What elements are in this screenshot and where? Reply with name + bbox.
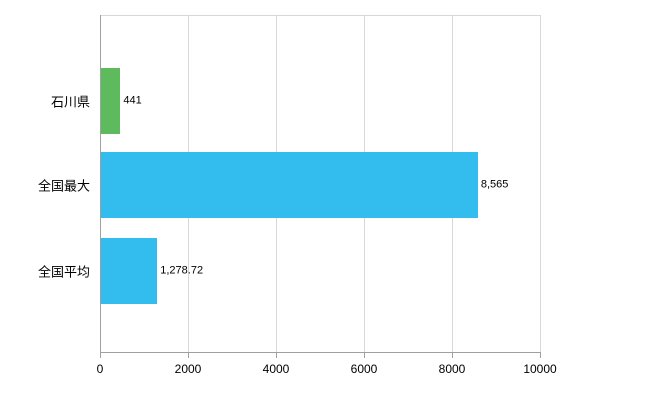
axis-tick	[276, 352, 277, 358]
gridline	[540, 15, 541, 352]
category-label: 全国最大	[37, 178, 90, 194]
bar-2	[101, 152, 478, 219]
bar-value-label: 441	[123, 94, 142, 107]
axis-tick-label: 4000	[262, 362, 290, 376]
axis-tick-label: 10000	[523, 362, 557, 376]
axis-tick	[540, 352, 541, 358]
axis-tick	[100, 352, 101, 358]
bar-value-label: 8,565	[480, 178, 509, 191]
plot-area: 441 8,565 1,278.72	[100, 15, 541, 352]
bar-3	[101, 238, 158, 305]
plot-top-border	[100, 15, 540, 16]
axis-tick-label: 0	[96, 362, 104, 376]
axis-tick	[452, 352, 453, 358]
category-label: 石川県	[50, 94, 90, 110]
axis-tick-label: 2000	[174, 362, 202, 376]
axis-tick-label: 6000	[350, 362, 378, 376]
bar-1	[101, 67, 121, 134]
x-axis-line	[100, 352, 541, 353]
y-axis-line	[100, 15, 101, 352]
category-labels: 石川県全国最大全国平均	[0, 0, 94, 400]
x-axis: 0 2000 4000 6000 8000 10000	[96, 352, 557, 392]
axis-tick	[364, 352, 365, 358]
axis-tick	[188, 352, 189, 358]
bar-value-label: 1,278.72	[160, 264, 204, 277]
category-label: 全国平均	[37, 264, 90, 280]
axis-tick-label: 8000	[438, 362, 466, 376]
